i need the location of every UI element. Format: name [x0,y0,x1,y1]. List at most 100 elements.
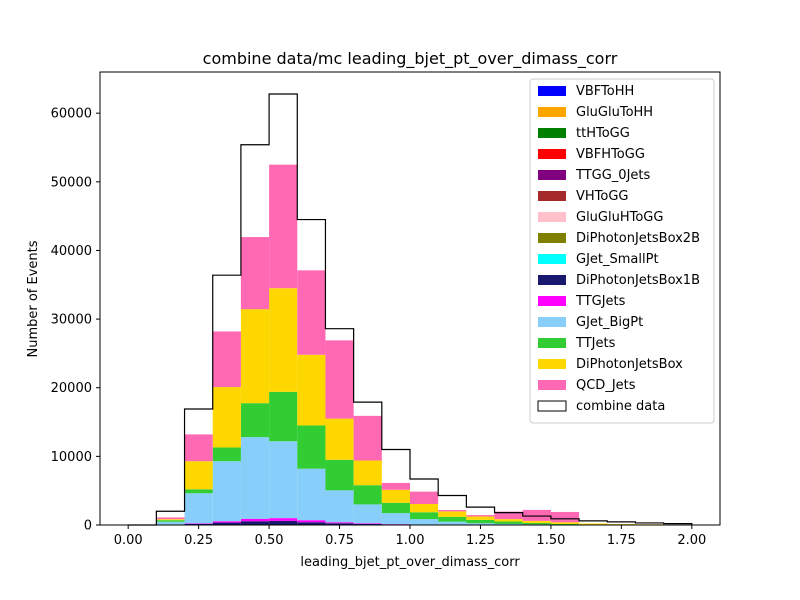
bar-QCD_Jets-2 [184,434,213,462]
bar-DiPhotonJetsBox1B-5 [269,520,298,525]
x-axis-label: leading_bjet_pt_over_dimass_corr [300,555,520,570]
legend-item-GJet_BigPt: GJet_BigPt [538,315,643,330]
legend-label: DiPhotonJetsBox [576,357,683,372]
bar-TTJets-9 [381,502,410,514]
bar-TTGJets-6 [297,520,326,523]
bar-QCD_Jets-3 [212,331,241,388]
bar-QCD_Jets-11 [438,510,467,512]
bar-GJet_BigPt-8 [353,504,382,524]
bar-QCD_Jets-15 [550,511,580,523]
bar-TTGJets-7 [325,522,354,524]
legend-swatch [538,128,566,138]
bar-DiPhotonJetsBox-11 [438,511,467,517]
bar-DiPhotonJetsBox1B-7 [325,523,354,525]
bar-TTGJets-5 [269,518,298,521]
legend-item-DiPhotonJetsBox2B: DiPhotonJetsBox2B [538,231,700,246]
bar-QCD_Jets-6 [297,270,326,355]
bar-GJet_BigPt-11 [438,521,467,525]
y-tick-label: 10000 [51,450,92,465]
bar-TTJets-1 [156,520,185,522]
bar-QCD_Jets-10 [410,491,439,504]
series-GJet_BigPt [156,437,664,525]
bar-DiPhotonJetsBox-2 [184,461,213,490]
x-tick-label: 0.00 [114,533,143,548]
y-axis-label: Number of Events [26,240,41,357]
bar-DiPhotonJetsBox-16 [579,523,608,525]
bar-GJet_BigPt-3 [212,461,241,522]
combine-data-step-line [128,93,693,526]
x-tick-label: 0.50 [255,533,284,548]
legend-swatch [538,359,566,369]
legend-label: combine data [576,399,665,414]
bar-QCD_Jets-9 [381,482,410,490]
bar-TTJets-12 [466,519,495,524]
legend-label: GJet_BigPt [576,315,643,330]
legend-swatch [538,380,566,390]
legend-box [529,78,715,424]
bar-DiPhotonJetsBox-13 [494,519,523,522]
legend-item-ttHToGG: ttHToGG [538,126,630,141]
bar-GJet_BigPt-1 [156,521,185,525]
bar-GJet_BigPt-13 [494,523,523,525]
legend-swatch [538,170,566,180]
legend-item-TTJets: TTJets [538,336,616,351]
legend-item-DiPhotonJetsBox: DiPhotonJetsBox [538,357,683,372]
bar-QCD_Jets-14 [522,509,551,521]
bar-DiPhotonJetsBox-14 [522,520,551,523]
legend-label: TTJets [575,336,616,351]
legend-item-GluGluHToGG: GluGluHToGG [538,210,663,225]
bar-GJet_BigPt-5 [269,441,298,519]
legend-item-combine data: combine data [537,399,665,414]
bar-QCD_Jets-13 [494,511,523,520]
legend-swatch [537,400,567,412]
bar-DiPhotonJetsBox-3 [212,387,241,448]
legend-swatch [538,212,566,222]
legend-item-VHToGG: VHToGG [538,189,629,204]
legend-label: QCD_Jets [576,378,636,393]
legend-swatch [538,233,566,243]
legend-item-TTGJets: TTGJets [538,294,626,309]
legend-swatch [538,317,566,327]
bar-TTGJets-2 [184,523,213,524]
legend-label: GluGluHToGG [576,210,663,225]
legend: VBFToHH GluGluToHH ttHToGG VBFHToGG TTGG_0Je… [529,78,715,424]
bar-TTGJets-4 [240,518,270,522]
bar-DiPhotonJetsBox1B-2 [184,523,213,525]
data-outline [128,93,693,526]
y-tick-label: 0 [84,519,92,534]
bar-DiPhotonJetsBox-6 [297,354,326,426]
bar-TTJets-6 [297,425,326,469]
bar-TTJets-13 [494,521,523,524]
bar-GJet_BigPt-2 [184,493,213,524]
bar-GJet_BigPt-6 [297,468,326,521]
legend-label: GluGluToHH [576,105,653,120]
bar-DiPhotonJetsBox-15 [550,522,580,524]
bar-TTJets-4 [240,403,270,438]
x-tick-label: 2.00 [677,533,706,548]
axes: 0.00 0.25 0.50 0.75 1.00 1.25 1.50 1.75 2.00 0 100… [51,71,721,548]
legend-item-QCD_Jets: QCD_Jets [538,378,636,393]
bar-TTGJets-3 [212,521,241,523]
bar-QCD_Jets-5 [269,164,298,289]
y-tick-label: 60000 [51,107,92,122]
bar-TTJets-15 [550,523,580,525]
chart-title: combine data/mc leading_bjet_pt_over_dim… [203,49,618,69]
legend-label: DiPhotonJetsBox2B [576,231,700,246]
legend-swatch [538,191,566,201]
y-tick-label: 20000 [51,381,92,396]
bar-QCD_Jets-7 [325,340,354,419]
bar-DiPhotonJetsBox-17 [607,524,636,525]
bar-DiPhotonJetsBox-10 [410,503,439,513]
legend-swatch [538,338,566,348]
legend-label: DiPhotonJetsBox1B [576,273,700,288]
legend-label: TTGG_0Jets [575,168,651,183]
bar-TTGJets-8 [353,523,382,524]
y-tick-label: 50000 [51,175,92,190]
histogram-stacks [156,164,692,525]
legend-label: GJet_SmallPt [576,252,659,267]
bar-TTJets-10 [410,512,439,520]
bar-DiPhotonJetsBox1B-6 [297,522,326,525]
bar-GJet_BigPt-12 [466,523,495,525]
bar-QCD_Jets-4 [240,237,270,310]
